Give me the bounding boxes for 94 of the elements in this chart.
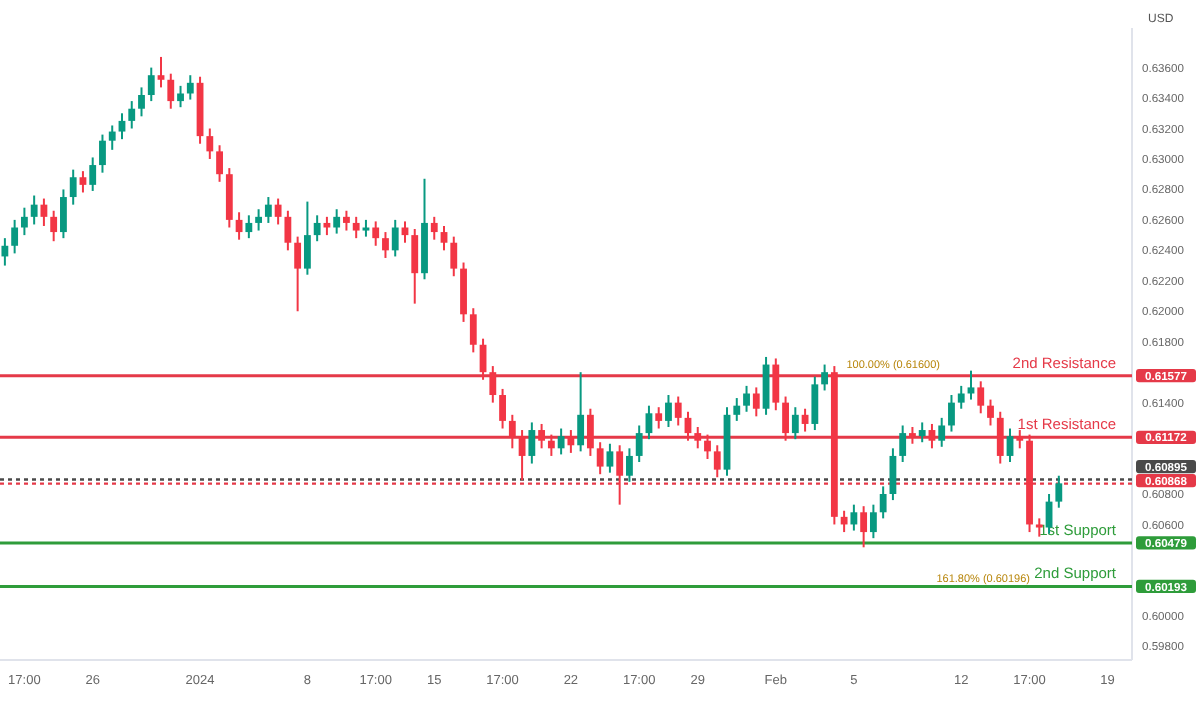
candlestick xyxy=(791,406,799,441)
candlestick xyxy=(840,509,848,534)
candlestick xyxy=(40,197,48,227)
candlestick xyxy=(382,231,389,259)
candlestick xyxy=(694,426,702,450)
candlestick xyxy=(957,384,965,410)
candlestick xyxy=(626,447,633,483)
candlestick xyxy=(996,410,1004,465)
candlestick xyxy=(821,363,829,392)
candlestick xyxy=(889,447,897,502)
candlestick xyxy=(303,200,311,276)
candlestick xyxy=(938,416,946,448)
candlestick xyxy=(138,86,145,118)
candlestick xyxy=(616,444,624,506)
candlestick xyxy=(635,424,643,464)
candlestick xyxy=(343,209,350,232)
candlestick xyxy=(274,197,282,226)
candlestick xyxy=(264,196,272,224)
candlestick xyxy=(245,214,253,240)
candlestick xyxy=(313,214,321,243)
candlestick xyxy=(743,384,750,413)
candlestick xyxy=(430,215,438,241)
candlestick xyxy=(69,168,77,206)
candlestick xyxy=(323,215,331,237)
candlestick xyxy=(167,72,175,110)
candlestick xyxy=(20,206,28,237)
candlestick xyxy=(60,188,67,240)
candlestick xyxy=(99,133,106,174)
candlestick xyxy=(869,503,877,540)
candlestick xyxy=(255,208,263,232)
candlestick xyxy=(586,407,594,457)
candlestick xyxy=(899,424,907,464)
candlestick xyxy=(157,55,165,89)
candlestick xyxy=(918,421,926,444)
candlestick xyxy=(801,407,809,433)
candlestick xyxy=(79,170,87,194)
candlestick xyxy=(596,441,604,476)
candlestick xyxy=(284,209,292,252)
candlestick xyxy=(879,485,887,520)
candlestick xyxy=(733,397,741,422)
candlestick xyxy=(30,194,38,226)
candlestick xyxy=(186,74,194,101)
candlestick xyxy=(752,386,760,418)
candlestick xyxy=(1055,474,1063,509)
candlestick xyxy=(177,84,184,109)
candlestick xyxy=(538,422,546,450)
candlestick xyxy=(655,406,663,430)
candlestick xyxy=(11,218,19,255)
candlestick xyxy=(147,66,155,103)
candlestick xyxy=(391,218,399,258)
candlestick xyxy=(489,365,497,404)
candlestick xyxy=(294,235,302,313)
candlestick xyxy=(450,235,458,278)
candlestick xyxy=(128,100,136,130)
candlestick xyxy=(372,220,380,247)
candlestick xyxy=(352,215,360,240)
candlestick xyxy=(567,429,575,454)
candlestick xyxy=(528,421,536,465)
candlestick xyxy=(518,429,526,482)
candlestick xyxy=(704,433,711,460)
candlestick xyxy=(850,503,858,532)
candlestick xyxy=(977,380,985,415)
candlestick xyxy=(1,237,9,267)
candlestick xyxy=(508,413,516,450)
candlestick xyxy=(987,398,994,427)
candlestick xyxy=(499,387,506,430)
candlestick xyxy=(216,144,223,183)
candlestick xyxy=(108,124,116,151)
candlestick xyxy=(411,228,419,305)
candlestick xyxy=(469,307,477,354)
candlestick xyxy=(674,395,682,427)
candlestick xyxy=(89,156,97,192)
candlestick xyxy=(440,224,448,252)
candlestick xyxy=(811,375,819,432)
candlestick xyxy=(606,442,614,474)
candlestick xyxy=(206,127,214,160)
candlestick xyxy=(772,357,780,412)
candlestick xyxy=(235,211,243,241)
candlestick xyxy=(860,505,868,549)
candlestick xyxy=(118,112,126,141)
candlestick xyxy=(1016,429,1024,450)
candlestick xyxy=(928,422,936,450)
candlestick xyxy=(665,394,672,428)
candlestick xyxy=(547,433,555,457)
candlestick xyxy=(401,220,409,244)
candlestick xyxy=(225,167,233,229)
candlestick xyxy=(782,395,789,442)
candlestick xyxy=(713,444,721,479)
candlestick xyxy=(333,208,341,235)
candlestick xyxy=(557,427,565,456)
candlestick xyxy=(577,371,585,453)
candlestick xyxy=(50,209,58,243)
candlestick xyxy=(948,394,955,433)
candlestick xyxy=(460,261,467,323)
